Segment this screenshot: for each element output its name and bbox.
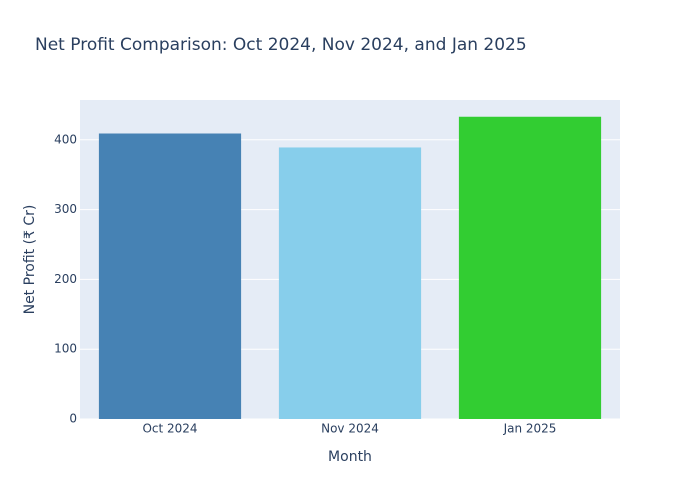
bar [278,147,422,420]
bar [98,133,242,419]
y-tick-label: 400 [54,132,77,146]
x-tick-label: Jan 2025 [503,422,557,436]
x-tick-label: Oct 2024 [142,422,197,436]
x-axis-title: Month [328,449,372,465]
x-tick-label: Nov 2024 [321,422,379,436]
y-tick-label: 0 [69,412,77,426]
y-tick-label: 300 [54,202,77,216]
bar [458,116,602,419]
chart-title: Net Profit Comparison: Oct 2024, Nov 202… [35,35,527,55]
y-tick-label: 100 [54,342,77,356]
y-tick-label: 200 [54,272,77,286]
y-axis-title: Net Profit (₹ Cr) [22,205,38,315]
